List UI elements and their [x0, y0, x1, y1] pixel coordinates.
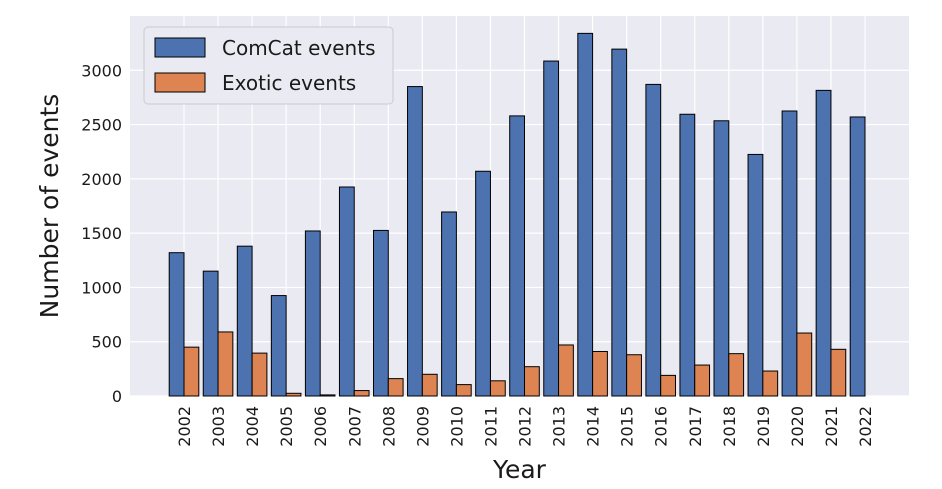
x-tick-label: 2019 — [754, 406, 773, 447]
x-tick-label: 2010 — [447, 406, 466, 447]
y-tick-label: 2000 — [81, 170, 122, 189]
bar-exotic — [353, 390, 370, 397]
bar-comcat — [815, 89, 832, 397]
x-tick-label: 2002 — [175, 406, 194, 447]
bar-comcat — [475, 170, 491, 397]
bar-comcat — [849, 116, 866, 397]
x-tick-label: 2012 — [516, 406, 535, 447]
bars — [168, 32, 866, 397]
x-tick-label: 2007 — [345, 406, 364, 447]
bar-exotic — [524, 366, 540, 397]
x-axis-title: Year — [492, 455, 547, 484]
bar-comcat — [338, 186, 355, 397]
bar-comcat — [747, 153, 764, 397]
bar-exotic — [183, 346, 200, 397]
legend-swatch-comcat — [154, 37, 206, 58]
bar-exotic — [660, 374, 677, 397]
x-tick-label: 2008 — [379, 406, 398, 447]
x-tick-label: 2017 — [686, 406, 705, 447]
y-tick-label: 500 — [91, 333, 122, 352]
legend-box — [143, 26, 394, 105]
bar-comcat — [577, 32, 594, 397]
bar-exotic — [592, 350, 608, 397]
bar-exotic — [796, 332, 813, 397]
x-tick-label: 2006 — [311, 406, 330, 447]
y-tick-label: 1000 — [81, 278, 122, 297]
x-tick-label: 2016 — [652, 406, 671, 447]
bar-exotic — [455, 384, 472, 397]
x-tick-label: 2004 — [243, 406, 262, 447]
bar-comcat — [509, 115, 526, 397]
y-tick-labels: 0 500 1000 1500 2000 2500 3000 — [81, 61, 122, 406]
bar-comcat — [236, 245, 253, 397]
x-tick-label: 2014 — [584, 406, 603, 447]
bar-exotic — [558, 344, 574, 397]
bar-comcat — [611, 48, 628, 397]
bar-exotic — [694, 364, 711, 397]
bar-exotic — [728, 353, 745, 397]
bar-comcat — [304, 230, 321, 397]
bar-comcat — [543, 60, 560, 397]
bar-comcat — [645, 83, 662, 397]
x-tick-label: 2020 — [788, 406, 807, 447]
legend-label-exotic: Exotic events — [222, 71, 356, 95]
bar-comcat — [168, 252, 185, 397]
x-tick-label: 2011 — [481, 406, 500, 447]
y-axis-title: Number of events — [35, 94, 64, 319]
bar-exotic — [762, 370, 779, 397]
y-tick-label: 0 — [112, 387, 122, 406]
bar-comcat — [407, 86, 423, 397]
bar-comcat — [713, 120, 730, 397]
bar-exotic — [217, 331, 234, 397]
bar-comcat — [679, 113, 696, 397]
legend: ComCat events Exotic events — [143, 26, 394, 105]
y-tick-label: 1500 — [81, 224, 122, 243]
bar-comcat — [270, 295, 287, 397]
bar-comcat — [373, 229, 389, 397]
bar-exotic — [489, 380, 506, 397]
bar-exotic — [387, 378, 404, 397]
x-tick-label: 2013 — [550, 406, 569, 447]
bar-exotic — [319, 394, 336, 397]
bar-exotic — [251, 352, 268, 397]
bar-comcat — [202, 270, 219, 397]
x-tick-label: 2005 — [277, 406, 296, 447]
bar-comcat — [781, 110, 798, 397]
legend-swatch-exotic — [154, 72, 206, 93]
legend-label-comcat: ComCat events — [222, 36, 376, 60]
x-tick-label: 2009 — [413, 406, 432, 447]
x-tick-label: 2021 — [822, 406, 841, 447]
bar-comcat — [441, 211, 457, 397]
x-tick-label: 2003 — [209, 406, 228, 447]
y-tick-label: 2500 — [81, 116, 122, 135]
bar-exotic — [285, 392, 302, 397]
x-tick-label: 2018 — [720, 406, 739, 447]
x-tick-labels: 2002 2003 2004 2005 2006 2007 2008 2009 2010 2011… — [175, 406, 875, 447]
x-tick-label: 2022 — [856, 406, 875, 447]
x-tick-label: 2015 — [618, 406, 637, 447]
bar-exotic — [421, 373, 438, 397]
bar-exotic — [830, 348, 847, 397]
bar-exotic — [626, 354, 642, 397]
y-tick-label: 3000 — [81, 61, 122, 80]
